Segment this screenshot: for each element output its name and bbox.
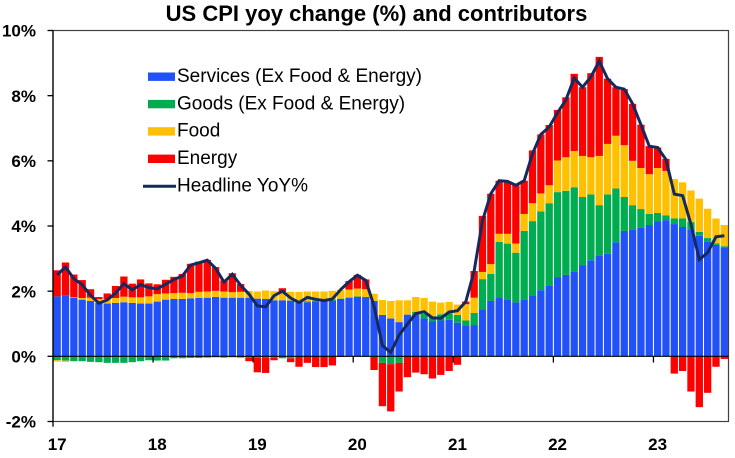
svg-text:Energy: Energy <box>177 148 238 169</box>
svg-text:Services (Ex Food & Energy): Services (Ex Food & Energy) <box>177 66 422 87</box>
svg-text:10%: 10% <box>2 22 36 41</box>
svg-text:2%: 2% <box>11 282 36 301</box>
svg-text:4%: 4% <box>11 217 36 236</box>
svg-text:Goods (Ex Food & Energy): Goods (Ex Food & Energy) <box>177 93 405 114</box>
svg-text:20: 20 <box>348 435 367 454</box>
svg-text:19: 19 <box>248 435 267 454</box>
svg-text:17: 17 <box>48 435 67 454</box>
svg-text:18: 18 <box>148 435 167 454</box>
svg-text:US CPI yoy change (%) and cont: US CPI yoy change (%) and contributors <box>166 1 588 26</box>
svg-text:Headline YoY%: Headline YoY% <box>177 176 308 197</box>
svg-text:-2%: -2% <box>6 413 36 432</box>
svg-text:8%: 8% <box>11 87 36 106</box>
svg-text:21: 21 <box>448 435 467 454</box>
svg-text:23: 23 <box>648 435 667 454</box>
svg-text:0%: 0% <box>11 348 36 367</box>
svg-text:6%: 6% <box>11 152 36 171</box>
svg-text:22: 22 <box>548 435 567 454</box>
svg-text:Food: Food <box>177 121 220 142</box>
